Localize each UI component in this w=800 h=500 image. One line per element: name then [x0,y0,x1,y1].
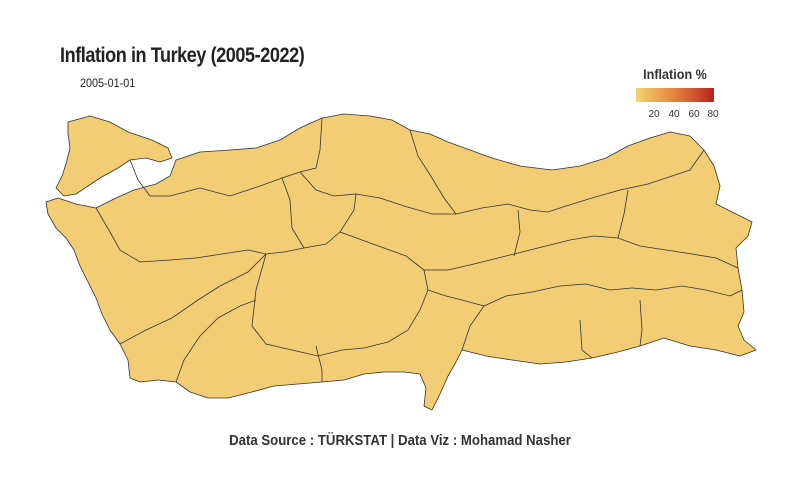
map-border [281,177,305,249]
map-border [424,235,739,271]
map-border [579,319,593,359]
legend-title: Inflation % [643,66,707,82]
map-region-anatolia [45,113,757,411]
map-border [95,171,357,263]
map-border [639,299,643,347]
legend-tick: 20 [648,109,660,120]
map-border [617,189,629,239]
map-border [251,231,429,357]
map-border [461,283,743,351]
map-border [315,345,323,382]
legend-ticks: 20 40 60 80 [636,107,718,121]
map-title: Inflation in Turkey (2005-2022) [60,44,305,67]
map-border [175,299,257,383]
date-label: 2005-01-01 [80,76,136,90]
map-border [513,209,521,257]
map-border [119,253,267,345]
legend: Inflation % 20 40 60 80 [630,66,720,121]
map-region-thrace [55,115,173,197]
legend-tick: 80 [707,109,719,120]
map-border [427,289,485,307]
map-border [409,129,457,215]
legend-tick: 40 [668,109,680,120]
map-border [129,117,323,197]
map-border [355,149,705,215]
legend-tick: 60 [688,109,700,120]
source-caption: Data Source : TÜRKSTAT | Data Viz : Moha… [229,432,571,449]
legend-color-bar [636,88,714,102]
